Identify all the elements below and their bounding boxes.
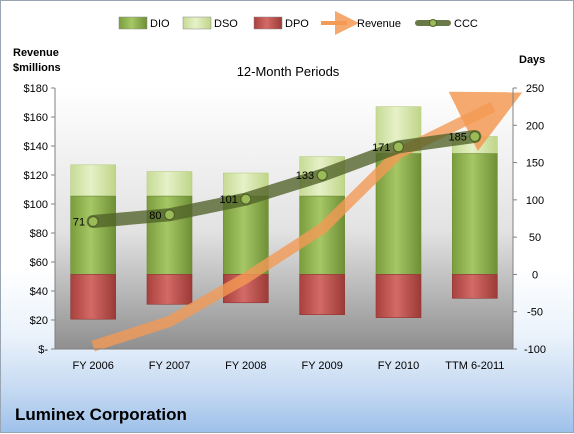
dso-bar [146, 171, 193, 197]
legend-label: DSO [214, 18, 238, 30]
dpo-bar [146, 274, 193, 305]
x-tick-label: TTM 6-2011 [445, 360, 504, 372]
left-tick-label: $80 [30, 228, 48, 240]
left-tick-label: $20 [30, 315, 48, 327]
axes-layer: $- $20 $40 $60 $80 $100 $120 $140 $160 $180 -100 -5… [24, 83, 547, 372]
right-tick-label: -50 [527, 307, 543, 319]
ccc-layer: 71 80 101 133 171 185 [73, 129, 482, 228]
left-tick-label: $180 [24, 83, 48, 95]
chart-title: 12-Month Periods [237, 64, 340, 79]
x-tick-label: FY 2006 [72, 360, 113, 372]
left-axis-label-line2: $millions [13, 62, 61, 74]
right-tick-label: -100 [524, 344, 546, 356]
right-tick-label: 0 [532, 269, 538, 281]
dpo-bar [452, 274, 498, 299]
legend-dpo-swatch [253, 16, 283, 30]
legend-label: CCC [454, 18, 478, 30]
x-tick-label: FY 2009 [301, 360, 342, 372]
dpo-bar [375, 274, 422, 318]
legend-label: DPO [285, 18, 309, 30]
ccc-point [469, 130, 481, 143]
x-tick-label: FY 2008 [225, 360, 266, 372]
dso-bar [70, 164, 116, 197]
right-tick-label: 200 [526, 120, 544, 132]
ccc-data-label: 171 [372, 142, 390, 154]
ccc-line [86, 129, 482, 228]
dio-bar [452, 153, 498, 275]
right-axis-label: Days [519, 54, 545, 66]
left-tick-label: $140 [24, 141, 48, 153]
left-tick-label: $100 [24, 199, 48, 211]
right-tick-label: 50 [529, 232, 541, 244]
x-tick-label: FY 2010 [378, 360, 419, 372]
legend-ccc-marker [429, 19, 437, 27]
left-axis-label-line1: Revenue [13, 47, 59, 59]
right-tick-label: 150 [526, 158, 544, 170]
legend: DIO DSO DPO Revenue CCC [118, 11, 478, 35]
legend-label: Revenue [357, 18, 401, 30]
ccc-data-label: 185 [448, 131, 466, 143]
ccc-point [87, 215, 99, 228]
dpo-bar [299, 274, 345, 315]
x-tick-label: FY 2007 [149, 360, 190, 372]
ccc-point [163, 209, 176, 221]
dio-bar [70, 195, 116, 275]
legend-dio-swatch [118, 16, 148, 30]
ccc-data-label: 80 [149, 210, 161, 222]
left-tick-label: $60 [30, 257, 48, 269]
left-tick-label: $160 [24, 112, 48, 124]
left-tick-label: $40 [30, 286, 48, 298]
ccc-data-label: 133 [296, 170, 314, 182]
company-name: Luminex Corporation [15, 405, 187, 424]
right-tick-label: 250 [526, 83, 544, 95]
legend-dso-swatch [182, 16, 212, 30]
ccc-point [316, 169, 328, 181]
ccc-data-label: 101 [219, 194, 237, 206]
dpo-bar [70, 274, 116, 320]
ccc-data-label: 71 [73, 216, 85, 228]
ccc-point [240, 193, 252, 205]
right-tick-label: 100 [526, 195, 544, 207]
left-tick-label: $- [38, 344, 48, 356]
left-tick-label: $120 [24, 170, 48, 182]
legend-label: DIO [150, 18, 170, 30]
ccc-point [392, 141, 405, 153]
